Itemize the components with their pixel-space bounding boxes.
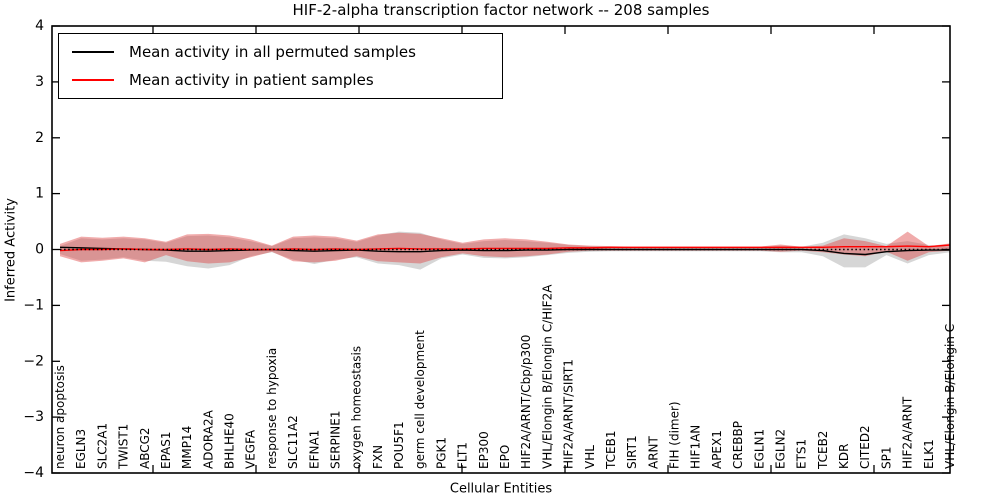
y-tick-label: 1	[35, 186, 44, 202]
x-tick-label: TCEB1	[604, 431, 618, 470]
x-tick-label: oxygen homeostasis	[350, 346, 364, 469]
x-tick-label: KDR	[837, 444, 851, 469]
y-tick-label: 3	[35, 74, 44, 90]
legend: Mean activity in all permuted samples Me…	[58, 33, 503, 99]
x-axis-label: Cellular Entities	[449, 481, 553, 497]
x-tick-label: SERPINE1	[329, 410, 343, 469]
permuted-line-swatch	[72, 51, 114, 53]
x-tick-label: TCEB2	[816, 431, 830, 470]
x-tick-label: CITED2	[858, 425, 872, 469]
x-tick-label: CREBBP	[731, 421, 745, 469]
x-tick-label: SP1	[879, 447, 893, 470]
y-tick-label: −1	[23, 297, 44, 313]
x-tick-label: ETS1	[795, 439, 809, 469]
x-tick-label: VEGFA	[244, 429, 258, 469]
mean-activity-permuted-line	[59, 246, 950, 256]
x-tick-label: EFNA1	[307, 430, 321, 469]
x-tick-label: HIF2A/ARNT/SIRT1	[562, 359, 576, 469]
x-tick-label: TWIST1	[117, 424, 131, 470]
y-axis-label: Inferred Activity	[3, 198, 19, 302]
y-tick-label: 2	[35, 130, 44, 146]
x-tick-label: HIF1AN	[689, 425, 703, 469]
legend-label-permuted: Mean activity in all permuted samples	[129, 43, 416, 61]
x-tick-label: HIF2A/ARNT/Cbp/p300	[519, 335, 533, 469]
x-tick-label: PGK1	[434, 437, 448, 469]
x-tick-label: FLT1	[456, 442, 470, 469]
x-tick-label: SLC2A1	[95, 423, 109, 469]
x-tick-label: ELK1	[922, 439, 936, 469]
x-tick-label: VHL	[583, 445, 597, 469]
x-tick-label: FXN	[371, 445, 385, 469]
legend-label-patient: Mean activity in patient samples	[129, 71, 374, 89]
x-tick-label: EGLN2	[774, 429, 788, 469]
y-tick-label: −3	[23, 409, 44, 425]
x-tick-label: HIF2A/ARNT	[901, 396, 915, 469]
y-tick-label: −2	[23, 353, 44, 369]
x-tick-label: SIRT1	[625, 435, 639, 469]
x-tick-label: VHL/Elongin B/Elongin C	[943, 324, 957, 469]
patient-line-swatch	[72, 79, 114, 81]
x-tick-label: APEX1	[710, 430, 724, 469]
legend-item-patient: Mean activity in patient samples	[72, 71, 502, 89]
x-tick-label: POU5F1	[392, 421, 406, 469]
y-tick-label: −4	[23, 465, 44, 481]
x-tick-label: EPO	[498, 445, 512, 469]
x-tick-label: response to hypoxia	[265, 348, 279, 469]
x-tick-label: germ cell development	[413, 330, 427, 469]
x-tick-label: EPAS1	[159, 431, 173, 469]
x-tick-label: EGLN1	[752, 429, 766, 469]
x-tick-label: ARNT	[646, 435, 660, 469]
x-tick-label: MMP14	[180, 426, 194, 469]
x-tick-label: ADORA2A	[201, 409, 215, 469]
x-tick-label: VHL/Elongin B/Elongin C/HIF2A	[540, 284, 554, 469]
y-tick-label: 4	[35, 18, 44, 34]
x-tick-label: ABCG2	[138, 427, 152, 469]
legend-item-permuted: Mean activity in all permuted samples	[72, 43, 502, 61]
x-tick-label: EGLN3	[74, 429, 88, 469]
y-tick-label: 0	[35, 242, 44, 258]
x-tick-label: neuron apoptosis	[53, 365, 67, 469]
x-tick-label: EP300	[477, 431, 491, 469]
chart-title: HIF-2-alpha transcription factor network…	[292, 1, 710, 19]
x-tick-label: SLC11A2	[286, 415, 300, 469]
x-tick-label: FIH (dimer)	[668, 401, 682, 469]
x-tick-label: BHLHE40	[223, 413, 237, 469]
patient-range-band	[60, 231, 950, 264]
